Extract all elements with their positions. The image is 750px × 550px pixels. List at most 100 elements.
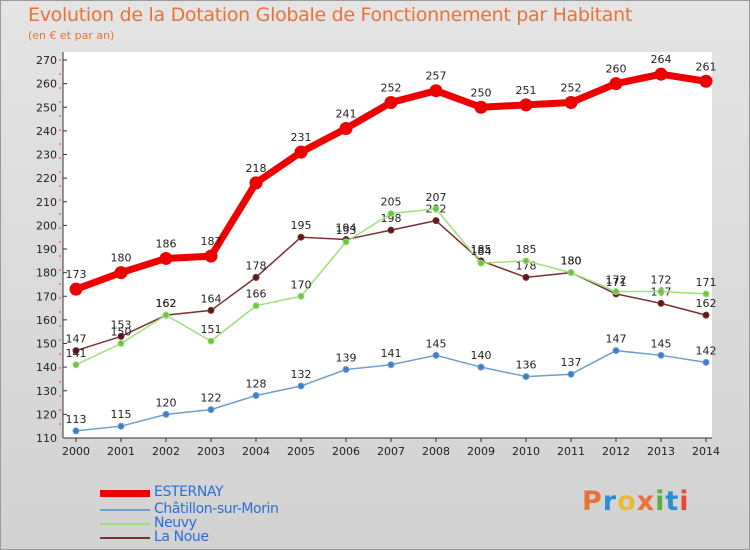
y-tick-label: 230 [36, 149, 57, 162]
data-label: 231 [291, 131, 312, 144]
data-point [657, 288, 665, 296]
data-label: 198 [381, 212, 402, 225]
data-label: 241 [336, 108, 357, 121]
legend-swatch-la-noue [100, 537, 150, 539]
y-tick-label: 110 [36, 432, 57, 445]
data-point [72, 361, 80, 369]
data-label: 166 [246, 288, 267, 301]
legend-label-chatillon: Châtillon-sur-Morin [154, 501, 279, 517]
y-tick-label: 260 [36, 78, 57, 91]
x-tick-label: 2009 [467, 445, 495, 458]
data-point [477, 363, 485, 371]
data-point [522, 273, 530, 281]
data-label: 178 [246, 259, 267, 272]
y-tick-label: 270 [36, 54, 57, 67]
data-point [252, 391, 260, 399]
data-point [384, 96, 398, 110]
data-label: 180 [111, 252, 132, 265]
data-label: 139 [336, 351, 357, 364]
data-point [654, 67, 668, 81]
data-point [522, 257, 530, 265]
data-point [387, 361, 395, 369]
data-label: 252 [381, 82, 402, 95]
data-point [342, 365, 350, 373]
data-point [297, 292, 305, 300]
y-tick-label: 210 [36, 196, 57, 209]
data-point [609, 77, 623, 91]
data-label: 162 [696, 297, 717, 310]
legend-label-neuvy: Neuvy [154, 515, 197, 531]
x-tick-label: 2005 [287, 445, 315, 458]
data-point [117, 332, 125, 340]
data-label: 264 [651, 53, 672, 66]
data-point [699, 74, 713, 88]
y-tick-label: 190 [36, 243, 57, 256]
data-point [117, 340, 125, 347]
data-label: 261 [696, 60, 717, 73]
plot-area [63, 52, 712, 438]
legend-swatch-esternay [100, 490, 150, 497]
data-point [204, 249, 218, 263]
data-label: 180 [561, 255, 582, 268]
data-point [477, 259, 485, 267]
data-point [207, 406, 215, 414]
data-label: 172 [606, 274, 627, 287]
data-label: 185 [516, 243, 537, 256]
data-point [207, 337, 215, 345]
data-label: 207 [426, 191, 447, 204]
y-tick-label: 250 [36, 101, 57, 114]
data-label: 170 [291, 278, 312, 291]
data-point [297, 382, 305, 390]
data-label: 115 [111, 408, 132, 421]
data-point [162, 410, 170, 418]
data-point [702, 311, 710, 319]
legend-label-la-noue: La Noue [154, 529, 209, 545]
data-label: 113 [66, 413, 87, 426]
data-point [567, 269, 575, 277]
data-label: 171 [696, 276, 717, 289]
data-label: 151 [201, 323, 222, 336]
data-point [657, 351, 665, 359]
data-label: 195 [291, 219, 312, 232]
data-label: 140 [471, 349, 492, 362]
data-label: 194 [336, 222, 357, 235]
y-tick-label: 170 [36, 290, 57, 303]
y-tick-label: 150 [36, 338, 57, 351]
data-point [612, 347, 620, 355]
data-label: 136 [516, 359, 537, 372]
data-point [72, 347, 80, 355]
data-label: 185 [471, 243, 492, 256]
data-label: 141 [66, 347, 87, 360]
data-point [252, 273, 260, 281]
data-label: 252 [561, 82, 582, 95]
y-tick-label: 180 [36, 267, 57, 280]
data-label: 251 [516, 84, 537, 97]
y-tick-label: 220 [36, 172, 57, 185]
data-point [294, 145, 308, 159]
data-label: 162 [156, 297, 177, 310]
data-point [339, 122, 353, 136]
data-label: 172 [651, 274, 672, 287]
data-point [387, 226, 395, 234]
legend-label-esternay: ESTERNAY [154, 484, 224, 500]
data-point [159, 251, 173, 265]
data-label: 120 [156, 396, 177, 409]
data-point [69, 282, 83, 296]
data-label: 122 [201, 392, 222, 405]
data-label: 145 [651, 337, 672, 350]
data-point [432, 351, 440, 359]
data-point [249, 176, 263, 190]
data-point [72, 427, 80, 435]
y-tick-label: 120 [36, 408, 57, 421]
data-label: 142 [696, 344, 717, 357]
chart-title: Evolution de la Dotation Globale de Fonc… [28, 4, 633, 26]
data-label: 173 [66, 268, 87, 281]
data-label: 150 [111, 326, 132, 339]
data-point [567, 370, 575, 378]
data-point [612, 288, 620, 296]
data-label: 184 [471, 245, 492, 258]
data-label: 171 [606, 276, 627, 289]
y-tick-label: 240 [36, 125, 57, 138]
data-label: 147 [66, 333, 87, 346]
x-tick-label: 2000 [62, 445, 90, 458]
